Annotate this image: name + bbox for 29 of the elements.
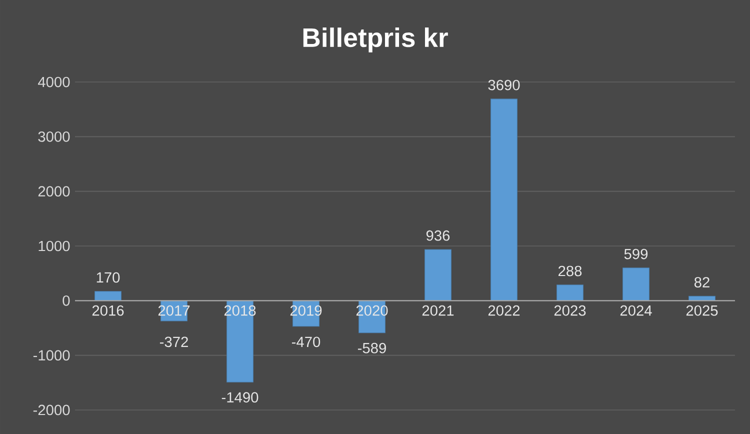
x-tick-label: 2022 — [488, 305, 520, 316]
y-tick-label: 0 — [62, 295, 70, 306]
bar — [94, 291, 122, 301]
data-label: 936 — [426, 230, 450, 241]
data-label: -470 — [292, 336, 320, 348]
y-tick-label: -1000 — [33, 350, 70, 361]
x-tick-label: 2016 — [92, 305, 124, 316]
bar — [556, 284, 584, 301]
data-label: -372 — [160, 336, 188, 348]
data-label: 288 — [558, 266, 582, 276]
y-tick-label: 3000 — [38, 131, 70, 142]
y-tick-label: 4000 — [38, 76, 70, 88]
bar — [424, 249, 452, 301]
y-tick-label: -2000 — [33, 404, 70, 416]
bar — [622, 268, 650, 301]
x-tick-label: 2025 — [686, 305, 718, 316]
data-label: 599 — [624, 248, 648, 260]
y-tick-label: 1000 — [38, 240, 70, 252]
x-tick-label: 2023 — [554, 305, 586, 316]
bar — [490, 98, 518, 301]
data-label: 170 — [96, 272, 120, 283]
y-tick-label: 2000 — [38, 186, 70, 197]
data-label: 3690 — [488, 80, 520, 90]
data-label: -1490 — [222, 392, 258, 403]
x-tick-label: 2021 — [422, 305, 454, 316]
x-tick-label: 2024 — [620, 305, 652, 316]
data-label: 82 — [694, 277, 710, 288]
data-label: -589 — [358, 342, 386, 354]
chart-title: Billetpris kr — [303, 28, 448, 52]
